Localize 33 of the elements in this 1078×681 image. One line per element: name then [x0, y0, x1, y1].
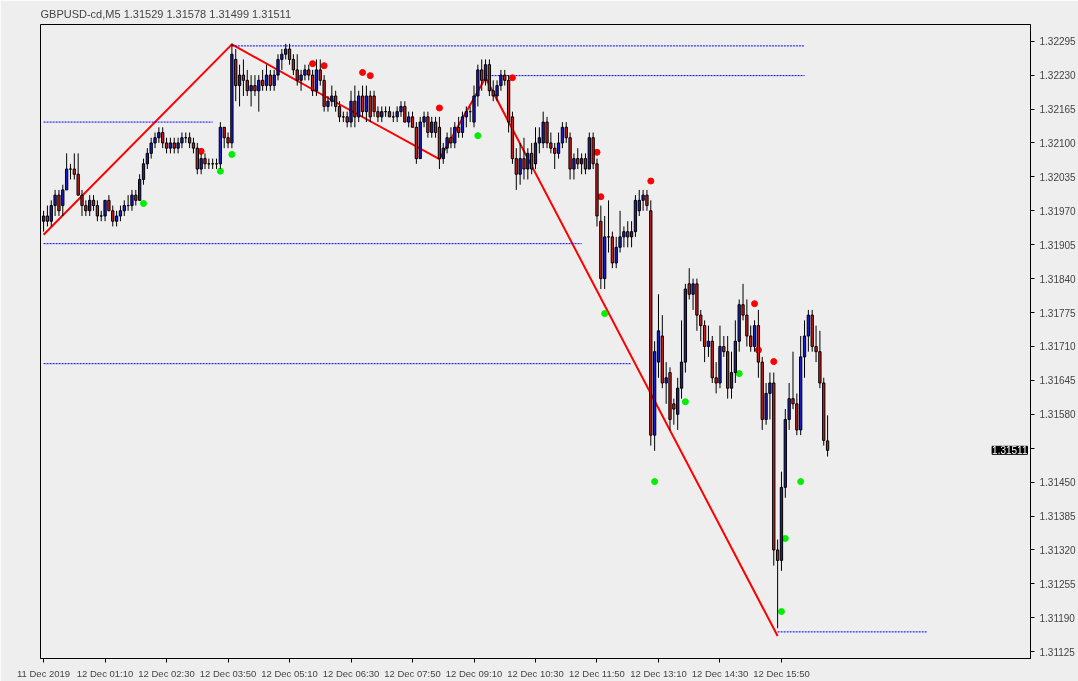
y-tick-label: 1.31775 — [1039, 307, 1077, 319]
x-tick-label: 11 Dec 2019 — [16, 667, 71, 679]
x-tick-label: 12 Dec 11:50 — [569, 667, 625, 679]
y-tick-label: 1.31450 — [1039, 477, 1077, 489]
x-tick-label: 12 Dec 02:30 — [138, 667, 195, 679]
y-tick-label: 1.31320 — [1039, 544, 1077, 556]
x-tick-label: 12 Dec 07:50 — [384, 667, 441, 679]
y-tick-label: 1.32100 — [1039, 137, 1077, 149]
y-tick-label: 1.31710 — [1039, 341, 1077, 353]
y-tick-label: 1.31385 — [1039, 511, 1077, 523]
x-tick-label: 12 Dec 05:10 — [261, 667, 318, 679]
y-tick-label: 1.32035 — [1039, 171, 1077, 183]
x-tick-label: 12 Dec 10:30 — [507, 667, 564, 679]
y-tick-label: 1.31905 — [1039, 239, 1077, 251]
x-tick-label: 12 Dec 15:50 — [753, 667, 810, 679]
y-tick-label: 1.32165 — [1039, 104, 1077, 116]
chart-title: GBPUSD-cd,M5 1.31529 1.31578 1.31499 1.31511 — [40, 7, 292, 20]
x-tick-label: 12 Dec 01:10 — [76, 667, 134, 679]
y-tick-label: 1.32230 — [1039, 70, 1077, 82]
x-tick-label: 12 Dec 13:10 — [630, 667, 687, 679]
y-tick-label: 1.31970 — [1039, 205, 1077, 217]
x-tick-label: 12 Dec 09:10 — [445, 667, 503, 679]
y-tick-label: 1.31580 — [1039, 409, 1077, 421]
x-tick-label: 12 Dec 14:30 — [691, 667, 749, 679]
x-tick-label: 12 Dec 06:30 — [322, 667, 380, 679]
annotation: 1.31511 — [992, 445, 1028, 457]
y-tick-label: 1.31645 — [1039, 375, 1077, 387]
y-tick-label: 1.31125 — [1039, 646, 1076, 658]
y-tick-label: 1.31840 — [1039, 273, 1077, 285]
y-tick-label: 1.31190 — [1039, 612, 1076, 624]
y-tick-label: 1.31255 — [1039, 578, 1077, 590]
y-tick-label: 1.32295 — [1039, 36, 1077, 48]
x-tick-label: 12 Dec 03:50 — [199, 667, 257, 679]
